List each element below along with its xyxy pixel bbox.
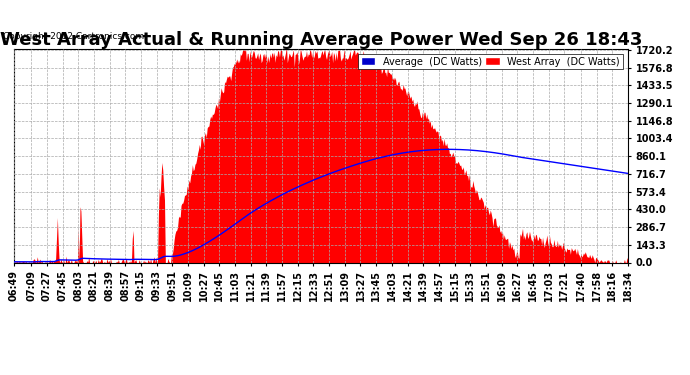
Title: West Array Actual & Running Average Power Wed Sep 26 18:43: West Array Actual & Running Average Powe… (0, 31, 642, 49)
Legend: Average  (DC Watts), West Array  (DC Watts): Average (DC Watts), West Array (DC Watts… (358, 54, 623, 69)
Text: Copyright 2012 Cartronics.com: Copyright 2012 Cartronics.com (3, 32, 145, 41)
